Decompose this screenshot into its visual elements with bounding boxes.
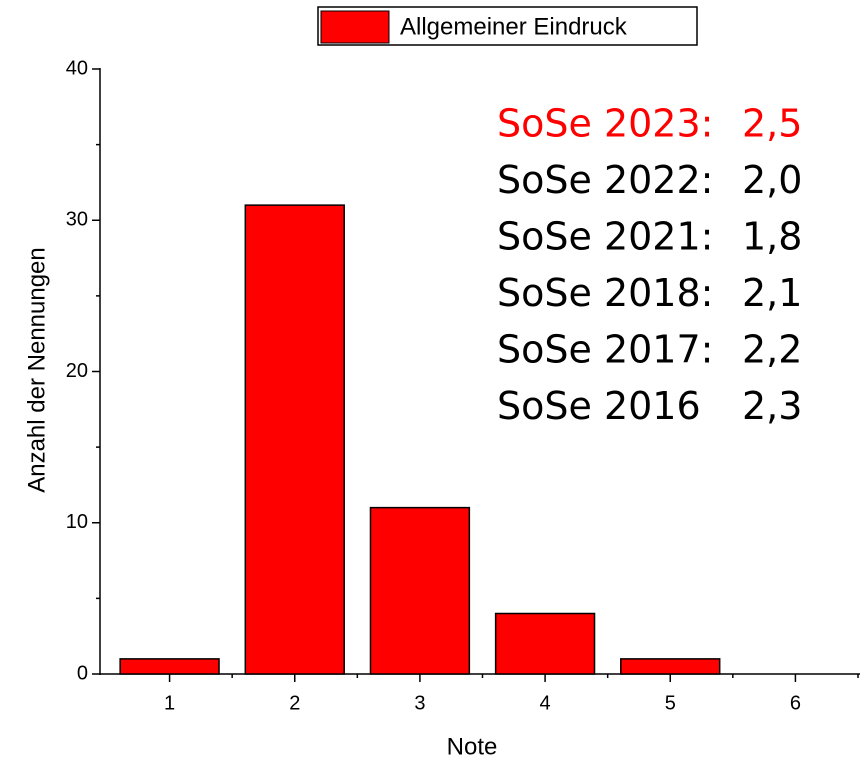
x-tick-label: 5 xyxy=(665,692,676,714)
x-tick-label: 2 xyxy=(289,692,300,714)
annotation-label: SoSe 2017: xyxy=(497,328,713,372)
annotation-value: 2,0 xyxy=(742,158,802,202)
annotation-value: 1,8 xyxy=(742,215,802,259)
annotation-value: 2,3 xyxy=(742,384,802,428)
bar xyxy=(244,204,345,675)
y-tick-label: 0 xyxy=(77,662,88,684)
bar xyxy=(369,506,471,675)
y-tick-label: 30 xyxy=(66,209,88,231)
x-tick-label: 1 xyxy=(164,692,175,714)
annotation-value: 2,5 xyxy=(742,102,802,146)
legend-swatch xyxy=(320,10,390,44)
y-tick-label: 10 xyxy=(66,511,88,533)
bar xyxy=(494,612,596,675)
x-axis-title: Note xyxy=(447,733,498,760)
y-tick-label: 20 xyxy=(66,360,88,382)
bar xyxy=(119,658,220,675)
annotation-label: SoSe 2023: xyxy=(497,102,713,146)
y-axis-title: Anzahl der Nennungen xyxy=(23,247,50,493)
annotation-label: SoSe 2016 xyxy=(497,384,701,428)
legend-label: Allgemeiner Eindruck xyxy=(400,13,628,40)
annotation-label: SoSe 2021: xyxy=(497,215,713,259)
bar xyxy=(620,658,721,675)
x-tick-label: 3 xyxy=(414,692,425,714)
x-tick-label: 6 xyxy=(790,692,801,714)
y-tick-label: 40 xyxy=(66,57,88,79)
annotation-label: SoSe 2018: xyxy=(497,271,713,315)
annotation-value: 2,1 xyxy=(742,271,802,315)
x-tick-label: 4 xyxy=(540,692,551,714)
annotation-label: SoSe 2022: xyxy=(497,158,713,202)
annotation-value: 2,2 xyxy=(742,328,802,372)
